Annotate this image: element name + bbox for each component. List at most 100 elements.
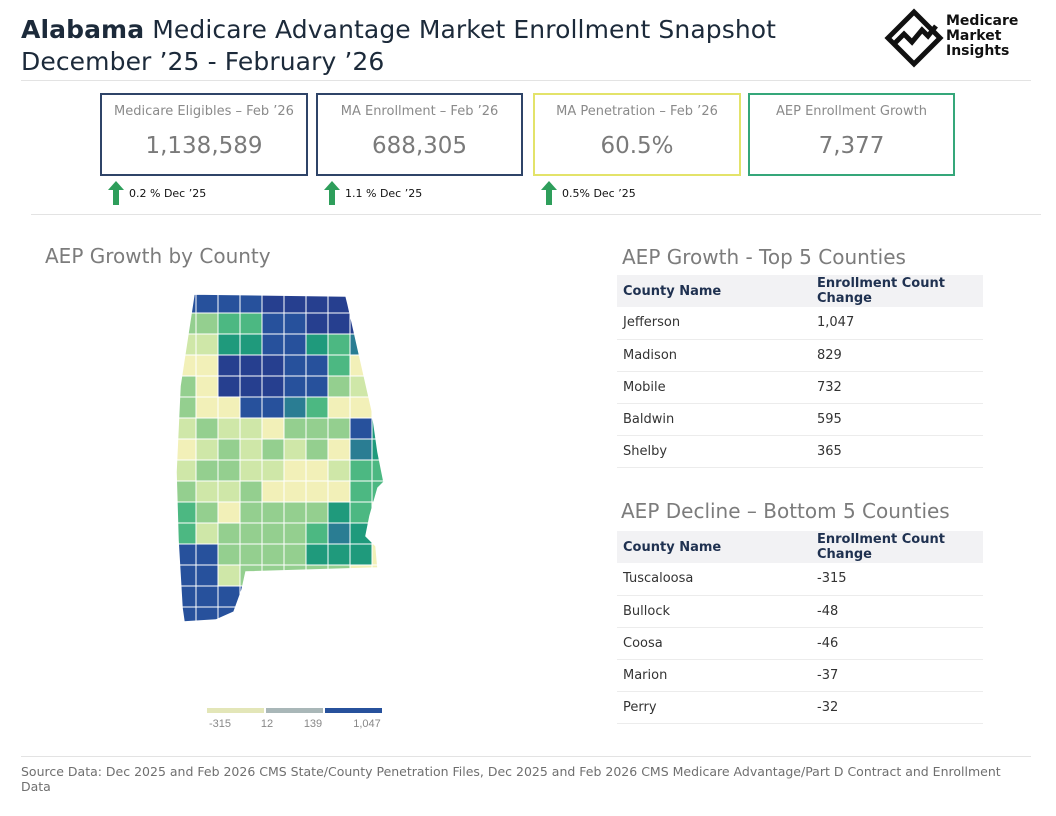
county-region [239, 438, 263, 461]
county-region [327, 480, 351, 503]
county-region [176, 606, 197, 622]
county-region [195, 417, 219, 440]
delta-ma-penetration: 0.5% Dec ’25 [541, 180, 636, 206]
county-region [349, 294, 373, 314]
county-region [261, 543, 285, 566]
county-region [195, 375, 219, 398]
county-region [261, 375, 285, 398]
county-region [305, 438, 329, 461]
county-cell: Coosa [617, 627, 817, 660]
county-region [261, 333, 285, 356]
column-header: Enrollment Count Change [817, 275, 983, 307]
change-cell: -46 [817, 627, 983, 660]
county-region [195, 396, 219, 419]
top5-title: AEP Growth - Top 5 Counties [622, 245, 906, 269]
county-region [327, 522, 351, 545]
county-region [195, 312, 219, 335]
change-cell: -48 [817, 595, 983, 628]
change-cell: 732 [817, 371, 983, 404]
county-region [327, 354, 351, 377]
county-region [283, 396, 307, 419]
county-region [195, 585, 219, 608]
county-region [349, 480, 373, 503]
kpi-aep-enrollment-growth: AEP Enrollment Growth 7,377 [748, 93, 955, 176]
county-region [239, 459, 263, 482]
title-date-range: December ’25 - February ’26 [21, 47, 385, 76]
county-region [349, 417, 373, 440]
county-cell: Shelby [617, 435, 817, 468]
county-region [261, 312, 285, 335]
county-region [217, 564, 241, 587]
county-region [327, 312, 351, 335]
county-region [176, 585, 197, 608]
table-row: Perry -32 [617, 691, 983, 724]
county-region [176, 375, 197, 398]
county-region [349, 438, 373, 461]
county-region [195, 333, 219, 356]
county-cell: Tuscaloosa [617, 563, 817, 596]
county-region [371, 606, 384, 622]
county-region [371, 333, 384, 356]
county-region [261, 438, 285, 461]
delta-medicare-eligibles: 0.2 % Dec ’25 [108, 180, 206, 206]
county-region [195, 606, 219, 622]
county-region [349, 333, 373, 356]
change-cell: 829 [817, 339, 983, 372]
county-region [327, 501, 351, 524]
county-region [283, 375, 307, 398]
county-region [327, 438, 351, 461]
change-cell: -32 [817, 691, 983, 724]
county-region [283, 333, 307, 356]
bottom5-title: AEP Decline – Bottom 5 Counties [621, 499, 950, 523]
county-region [371, 312, 384, 335]
county-region [176, 354, 197, 377]
county-region [305, 354, 329, 377]
county-region [283, 417, 307, 440]
county-region [305, 312, 329, 335]
county-region [195, 501, 219, 524]
county-region [239, 396, 263, 419]
legend-swatch [325, 708, 382, 713]
table-row: Coosa -46 [617, 627, 983, 660]
county-region [176, 396, 197, 419]
county-region [283, 459, 307, 482]
county-region [283, 501, 307, 524]
county-region [327, 459, 351, 482]
legend-tick: -315 [209, 718, 231, 730]
county-region [371, 585, 384, 608]
county-region [305, 333, 329, 356]
county-region [349, 459, 373, 482]
legend-tick: 1,047 [353, 718, 381, 730]
county-region [239, 522, 263, 545]
table-header-row: County Name Enrollment Count Change [617, 531, 983, 563]
county-region [195, 354, 219, 377]
county-region [217, 354, 241, 377]
county-region [305, 480, 329, 503]
county-region [239, 585, 263, 608]
county-region [195, 294, 219, 314]
alabama-county-map-icon [175, 293, 385, 623]
county-region [327, 543, 351, 566]
county-region [371, 375, 384, 398]
bottom5-table: County Name Enrollment Count Change Tusc… [617, 531, 983, 724]
county-region [217, 522, 241, 545]
county-region [217, 333, 241, 356]
county-region [176, 543, 197, 566]
county-region [371, 354, 384, 377]
table-row: Tuscaloosa -315 [617, 563, 983, 596]
county-region [217, 459, 241, 482]
county-region [305, 543, 329, 566]
company-logo: Medicare Market Insights [884, 8, 1034, 68]
county-region [261, 417, 285, 440]
county-region [176, 312, 197, 335]
county-region [283, 564, 307, 587]
county-region [305, 396, 329, 419]
county-region [261, 564, 285, 587]
kpi-ma-penetration: MA Penetration – Feb ’26 60.5% [533, 93, 741, 176]
county-region [283, 606, 307, 622]
map-section-title: AEP Growth by County [45, 244, 271, 268]
county-cell: Perry [617, 691, 817, 724]
county-region [217, 501, 241, 524]
county-region [327, 396, 351, 419]
county-region [283, 585, 307, 608]
